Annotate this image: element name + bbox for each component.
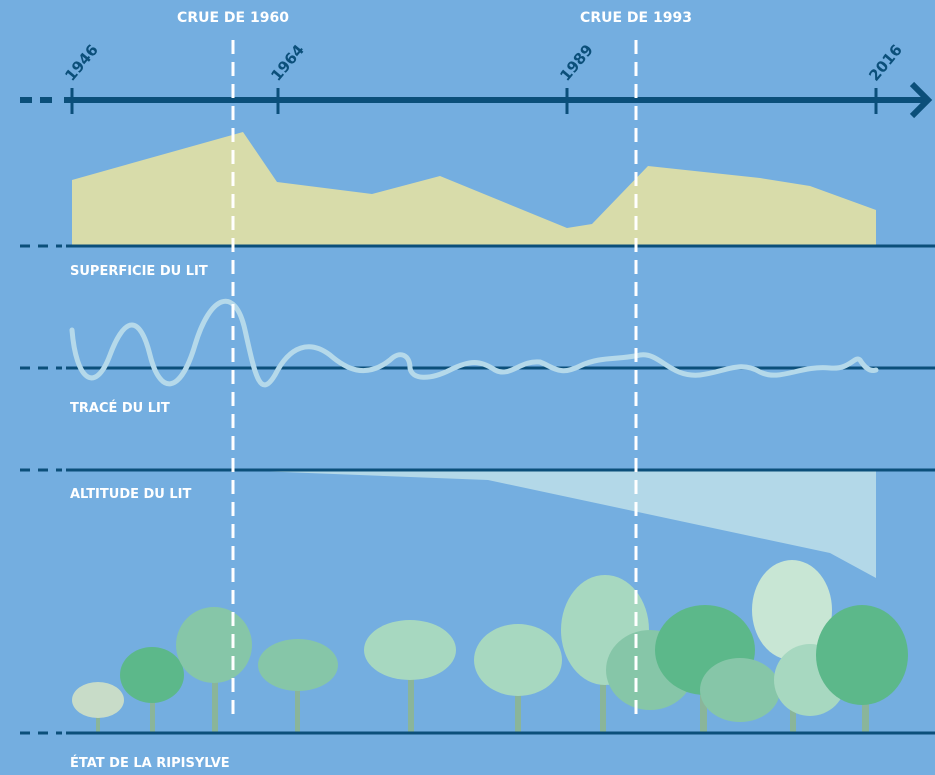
trees — [72, 560, 908, 733]
year-label: 1946 — [61, 41, 102, 85]
year-label: 1989 — [556, 41, 597, 85]
year-ticks — [70, 88, 878, 114]
bed-altitude — [230, 470, 876, 578]
bed-area — [72, 132, 876, 246]
bed-course — [69, 298, 879, 388]
section-label: TRACÉ DU LIT — [70, 400, 170, 416]
flood-label: CRUE DE 1993 — [580, 10, 692, 26]
section-label: ALTITUDE DU LIT — [70, 487, 192, 502]
year-label: 1964 — [267, 41, 308, 85]
section-label: SUPERFICIE DU LIT — [70, 264, 208, 279]
timeline-arrow — [909, 81, 933, 119]
section-label: ÉTAT DE LA RIPISYLVE — [70, 755, 230, 771]
flood-label: CRUE DE 1960 — [177, 10, 289, 26]
year-label: 2016 — [865, 41, 906, 85]
